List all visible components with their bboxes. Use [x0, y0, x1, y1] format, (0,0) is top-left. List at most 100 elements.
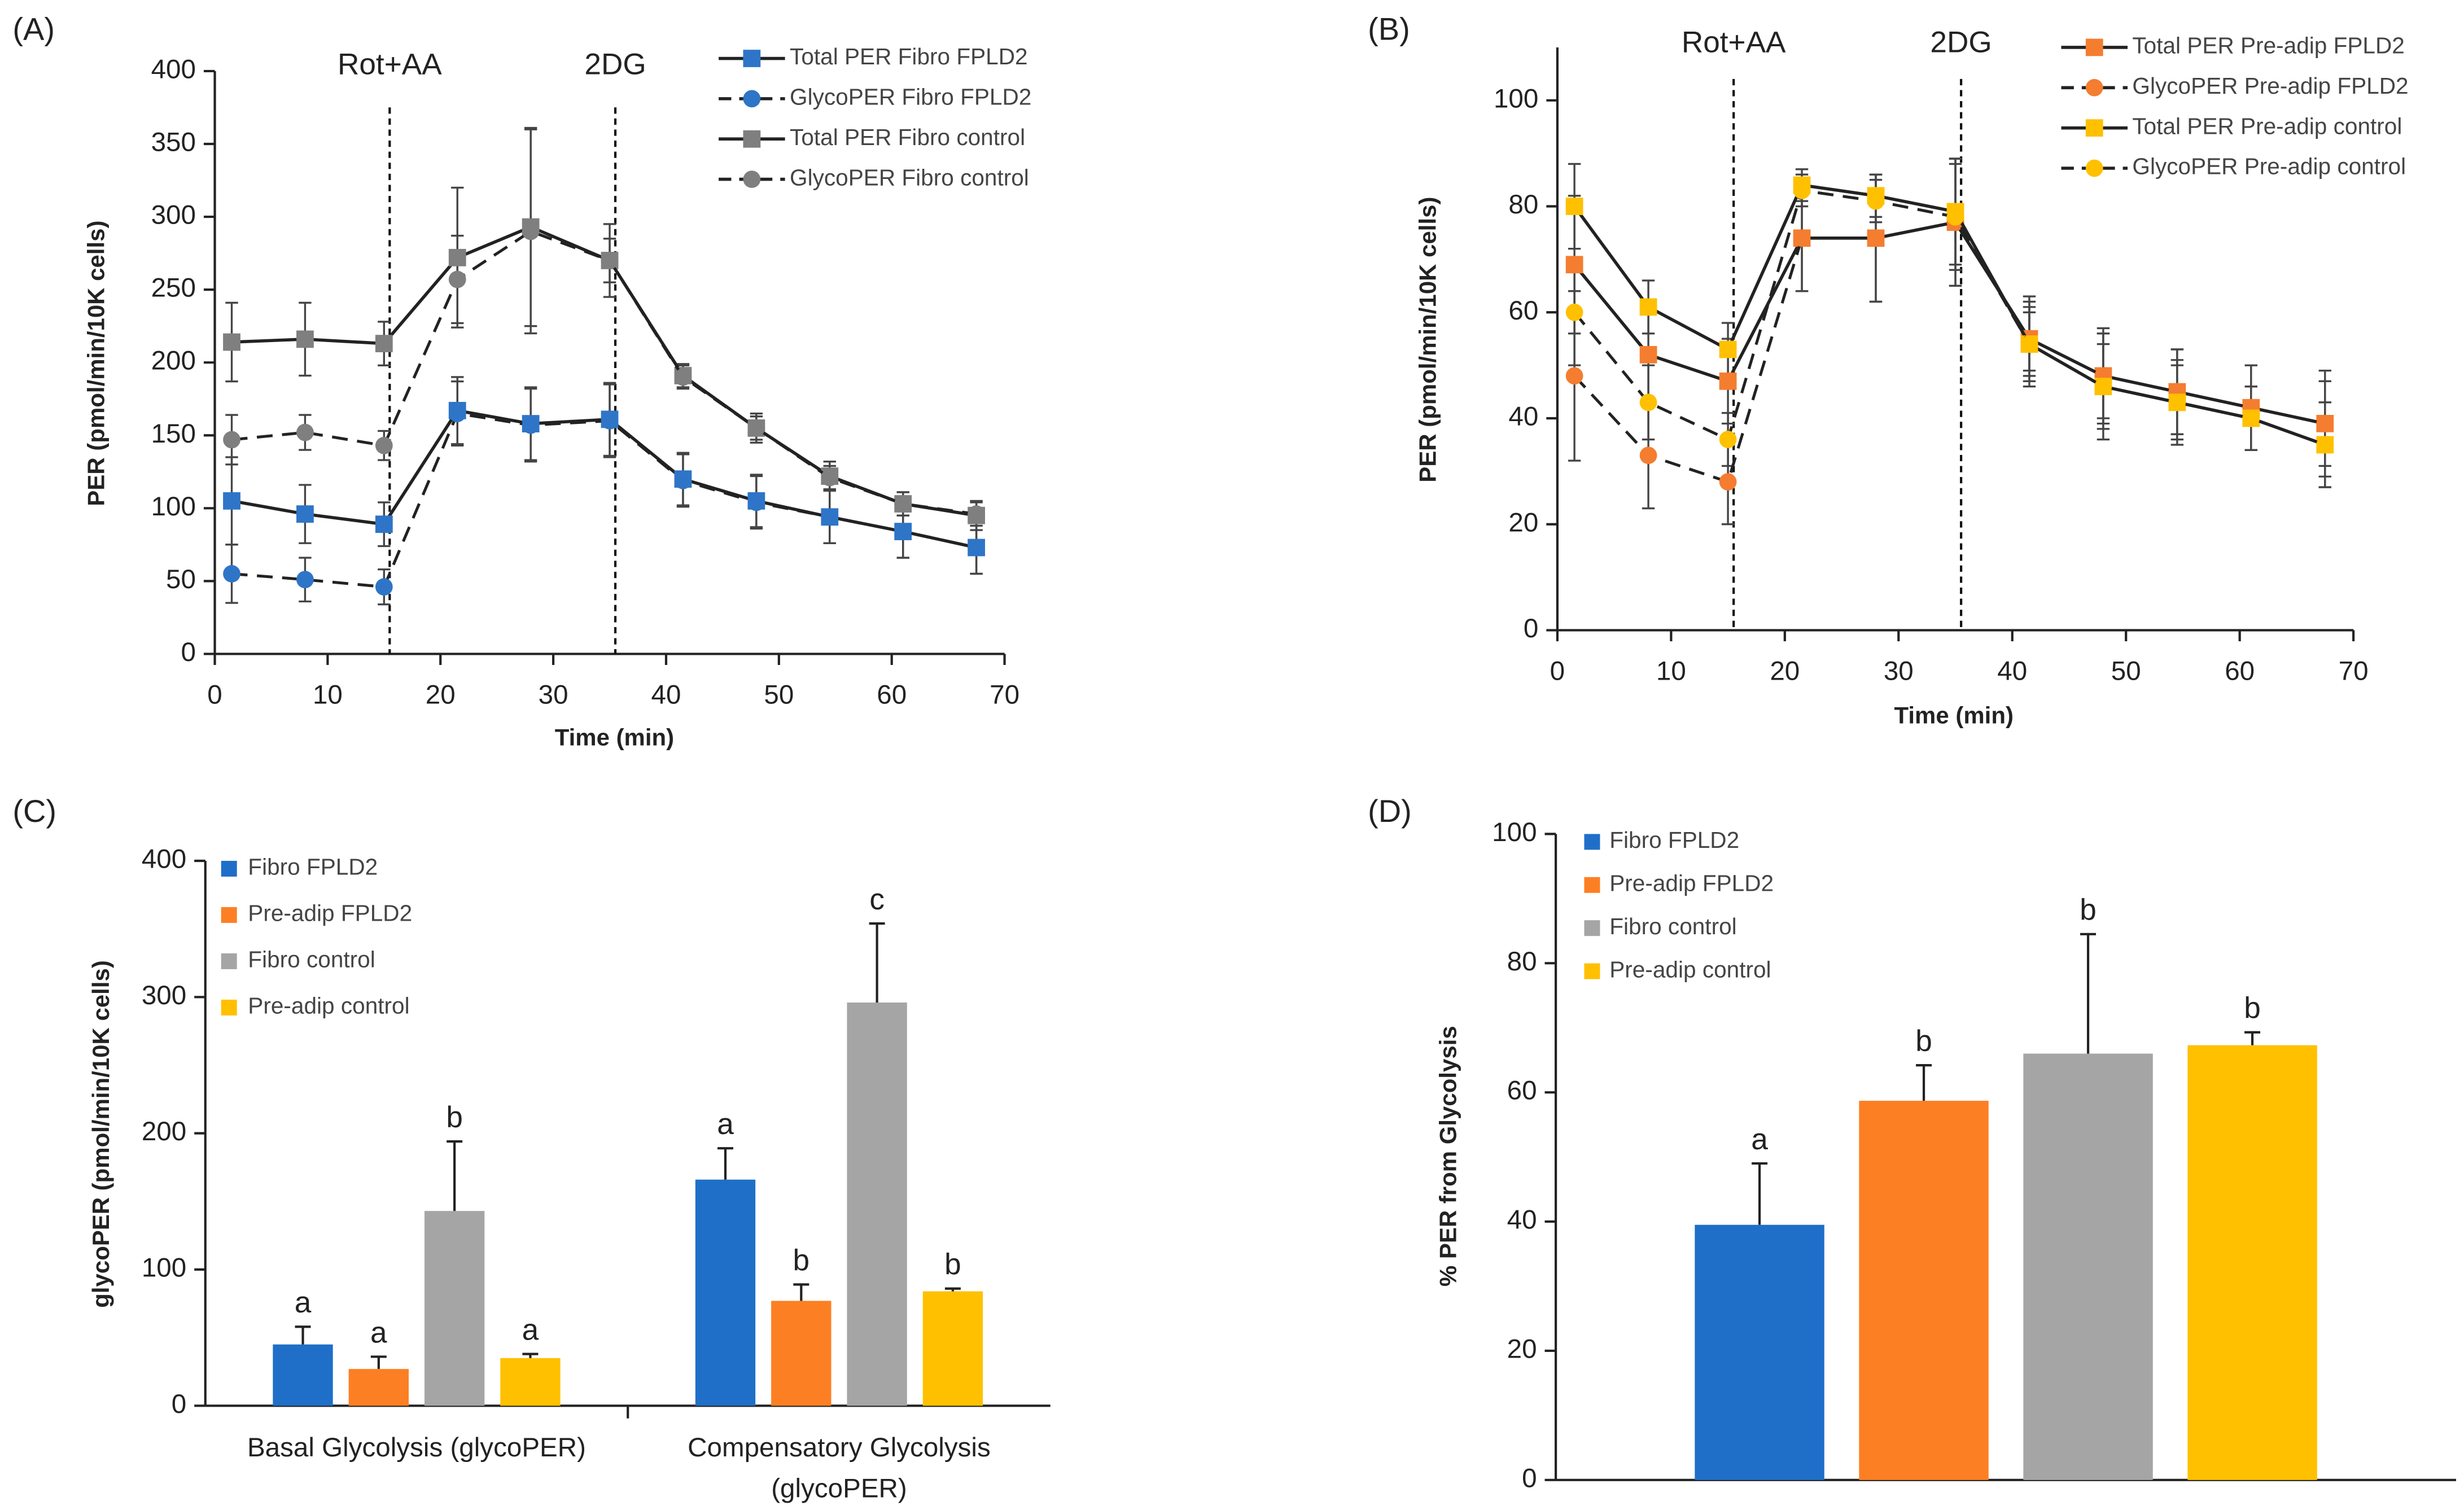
- legend-marker: [743, 90, 761, 108]
- series-line: [231, 225, 977, 517]
- significance-letter: b: [2080, 894, 2097, 927]
- bar: [424, 1211, 485, 1406]
- bar: [695, 1179, 756, 1406]
- marker: [522, 222, 540, 240]
- error-bar: [295, 1325, 311, 1345]
- marker: [223, 565, 240, 583]
- marker: [894, 495, 912, 513]
- legend-label: GlycoPER Fibro control: [790, 164, 1029, 190]
- error-bar: [447, 1140, 463, 1211]
- marker: [1639, 447, 1657, 465]
- x-tick-label: 70: [2339, 656, 2369, 686]
- series-line: [1573, 220, 2326, 484]
- y-tick-label: 20: [1508, 507, 1538, 537]
- y-axis-label: glycoPER (pmol/min/10K cells): [87, 960, 114, 1308]
- marker: [821, 508, 839, 526]
- x-tick-label: 10: [1656, 656, 1686, 686]
- significance-letter: b: [446, 1101, 463, 1134]
- legend-label: Pre-adip control: [1609, 956, 1771, 982]
- marker: [747, 493, 765, 511]
- significance-letter: c: [869, 883, 885, 916]
- y-tick-label: 100: [1494, 84, 1538, 113]
- legend-label: Pre-adip FPLD2: [1609, 870, 1774, 896]
- x-tick-label: 40: [1997, 656, 2027, 686]
- category-label-box: Compensatory Glycolysis (glycoPER): [688, 1433, 991, 1504]
- marker: [2316, 414, 2334, 432]
- marker: [1719, 340, 1737, 358]
- marker: [894, 523, 912, 540]
- marker: [448, 248, 466, 266]
- marker: [1639, 345, 1657, 364]
- panel-label: (A): [12, 11, 55, 47]
- legend-label: Fibro control: [1609, 913, 1736, 939]
- x-tick-label: 50: [764, 680, 794, 710]
- y-tick-label: 100: [151, 492, 196, 522]
- legend-label: Total PER Fibro FPLD2: [790, 43, 1028, 69]
- legend-marker: [2085, 78, 2103, 97]
- y-tick-label: 250: [151, 273, 196, 303]
- marker: [375, 515, 393, 533]
- legend-swatch: [221, 999, 237, 1016]
- bar: [273, 1344, 333, 1406]
- legend-label: GlycoPER Pre-adip control: [2132, 154, 2406, 180]
- marker: [2242, 409, 2260, 427]
- significance-letter: a: [522, 1313, 539, 1346]
- error-bar: [522, 1353, 539, 1358]
- series-line: [231, 230, 977, 516]
- significance-letter: b: [2244, 992, 2261, 1025]
- bar: [847, 1002, 907, 1406]
- significance-letter: a: [370, 1316, 387, 1349]
- marker: [296, 571, 314, 589]
- y-axis-label: PER (pmol/min/10K cells): [1414, 197, 1441, 483]
- marker: [2094, 378, 2112, 396]
- marker: [1719, 431, 1737, 448]
- marker: [747, 419, 765, 437]
- legend-label: Fibro control: [248, 947, 375, 973]
- legend-label: Fibro FPLD2: [248, 854, 378, 880]
- marker: [601, 412, 619, 430]
- marker: [296, 330, 314, 348]
- y-tick-label: 60: [1507, 1076, 1537, 1106]
- y-tick-label: 350: [151, 128, 196, 157]
- bar: [1695, 1224, 1824, 1480]
- marker: [522, 416, 540, 434]
- legend-marker: [2085, 119, 2103, 137]
- y-tick-label: 200: [142, 1117, 186, 1146]
- error-bar: [370, 1355, 387, 1369]
- significance-letter: a: [295, 1286, 312, 1319]
- legend-swatch: [1584, 963, 1600, 979]
- y-tick-label: 20: [1507, 1334, 1537, 1364]
- marker: [821, 469, 839, 487]
- marker: [601, 252, 619, 269]
- error-bar: [793, 1283, 809, 1301]
- category-label-box: Basal Glycolysis (glycoPER): [247, 1433, 586, 1463]
- x-tick-label: 60: [877, 680, 907, 710]
- bar: [500, 1358, 561, 1406]
- legend-marker: [743, 130, 761, 148]
- marker: [2020, 335, 2038, 353]
- marker: [448, 405, 466, 422]
- error-bar: [944, 1287, 961, 1292]
- x-tick-label: 0: [207, 680, 222, 710]
- legend-swatch: [1584, 877, 1600, 893]
- bar: [348, 1369, 409, 1406]
- significance-letter: b: [793, 1244, 810, 1277]
- y-tick-label: 400: [142, 844, 186, 874]
- significance-letter: b: [1915, 1025, 1932, 1058]
- annotation: 2DG: [584, 48, 646, 81]
- legend-label: GlycoPER Pre-adip FPLD2: [2132, 73, 2408, 99]
- y-tick-label: 300: [151, 200, 196, 230]
- legend-label: Total PER Fibro control: [790, 124, 1025, 150]
- x-tick-label: 10: [313, 680, 343, 710]
- y-tick-label: 300: [142, 981, 186, 1010]
- marker: [296, 423, 314, 441]
- y-axis-label: % PER from Glycolysis: [1435, 1026, 1461, 1286]
- marker: [1639, 298, 1657, 316]
- x-tick-label: 60: [2225, 656, 2255, 686]
- x-tick-label: 0: [1550, 656, 1565, 686]
- y-tick-label: 0: [181, 637, 196, 667]
- bar: [1859, 1101, 1989, 1480]
- marker: [1565, 367, 1583, 385]
- y-axis-label: PER (pmol/min/10K cells): [83, 221, 110, 506]
- marker: [1867, 229, 1885, 247]
